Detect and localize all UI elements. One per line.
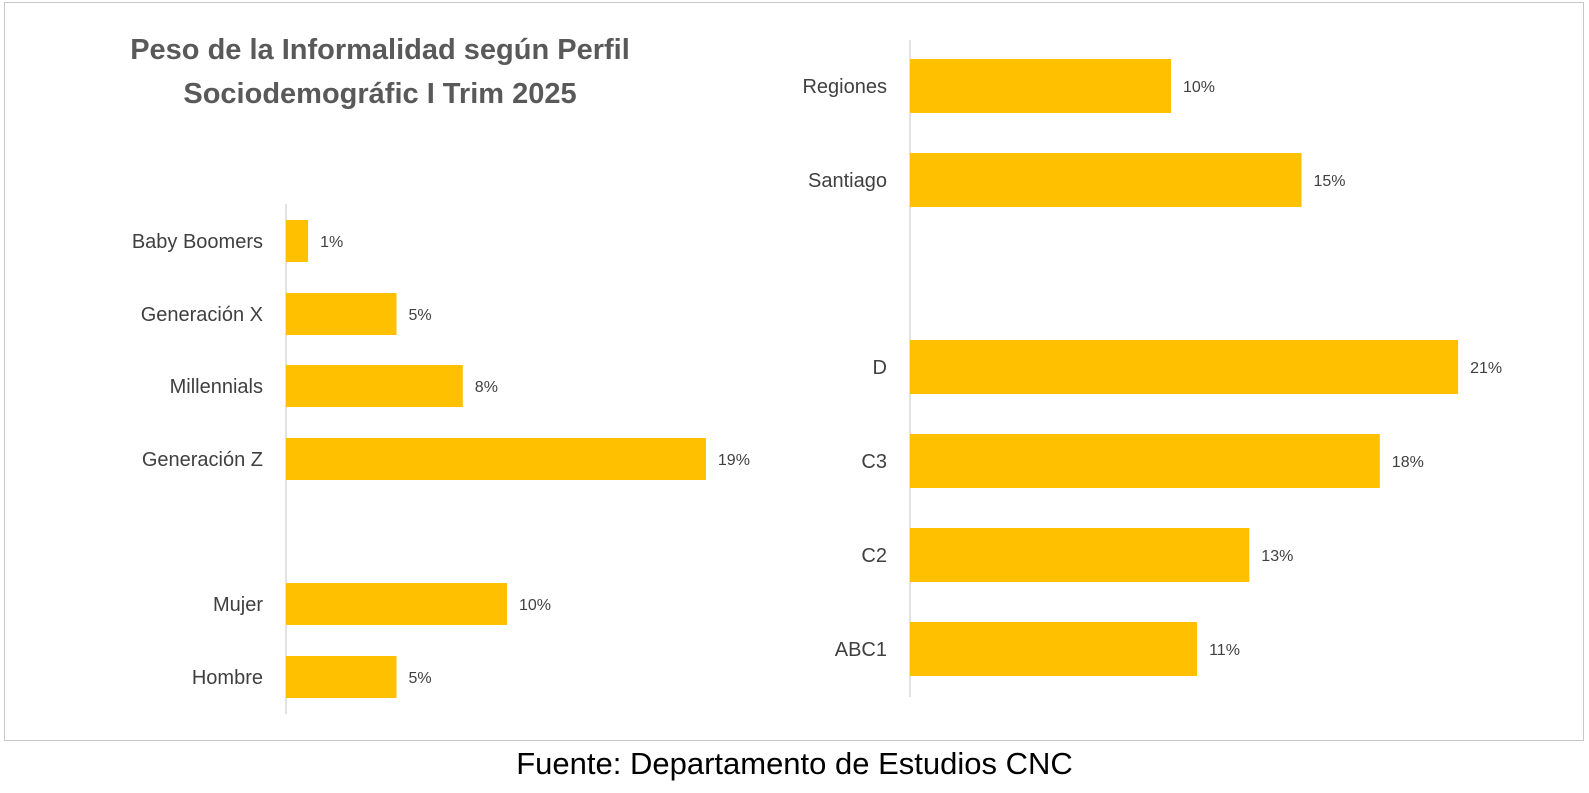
- left-category-label-4: Mujer: [213, 594, 263, 616]
- left-data-label-1: 5%: [409, 307, 432, 324]
- right-bar-0: [910, 59, 1171, 113]
- left-category-label-0: Baby Boomers: [132, 231, 263, 253]
- chart-title-line2: Sociodemográfic I Trim 2025: [183, 78, 577, 110]
- left-bar-chart: Baby Boomers 1% Generación X 5% Millennials 8…: [132, 204, 750, 714]
- right-category-label-4: C2: [861, 545, 887, 567]
- right-bar-1: [910, 153, 1302, 207]
- left-data-label-2: 8%: [475, 379, 498, 396]
- left-bar-0: [286, 220, 309, 262]
- left-data-label-4: 10%: [519, 597, 551, 614]
- chart-title-line1: Peso de la Informalidad según Perfil: [130, 34, 630, 66]
- right-data-label-3: 18%: [1392, 454, 1424, 471]
- right-bar-2: [910, 340, 1459, 394]
- left-bar-3: [286, 438, 706, 480]
- right-category-label-3: C3: [861, 451, 887, 473]
- right-category-label-0: Regiones: [802, 76, 887, 98]
- left-bar-1: [286, 293, 397, 335]
- right-data-label-1: 15%: [1314, 173, 1346, 190]
- left-data-label-5: 5%: [409, 670, 432, 687]
- source-note: Fuente: Departamento de Estudios CNC: [516, 746, 1073, 781]
- left-bar-4: [286, 583, 507, 625]
- right-data-label-5: 11%: [1209, 642, 1240, 659]
- right-data-label-4: 13%: [1261, 548, 1293, 565]
- right-bar-5: [910, 622, 1198, 676]
- right-data-label-2: 21%: [1470, 360, 1502, 377]
- right-category-label-1: Santiago: [808, 170, 887, 192]
- right-bar-4: [910, 528, 1250, 582]
- left-category-label-1: Generación X: [141, 304, 263, 326]
- left-bar-5: [286, 656, 397, 698]
- left-data-label-0: 1%: [320, 234, 343, 251]
- right-data-label-0: 10%: [1183, 79, 1215, 96]
- right-bar-chart: Regiones 10% Santiago 15% D 21% C3 18% C2 13% ABC1…: [802, 40, 1502, 697]
- left-category-label-2: Millennials: [170, 376, 263, 398]
- left-data-label-3: 19%: [718, 452, 750, 469]
- left-bar-2: [286, 365, 463, 407]
- left-category-label-3: Generación Z: [142, 449, 263, 471]
- chart-title: Peso de la Informalidad según Perfil Soc…: [60, 28, 700, 116]
- right-bar-3: [910, 434, 1380, 488]
- right-category-label-2: D: [873, 357, 887, 379]
- right-category-label-5: ABC1: [835, 639, 887, 661]
- left-category-label-5: Hombre: [192, 667, 263, 689]
